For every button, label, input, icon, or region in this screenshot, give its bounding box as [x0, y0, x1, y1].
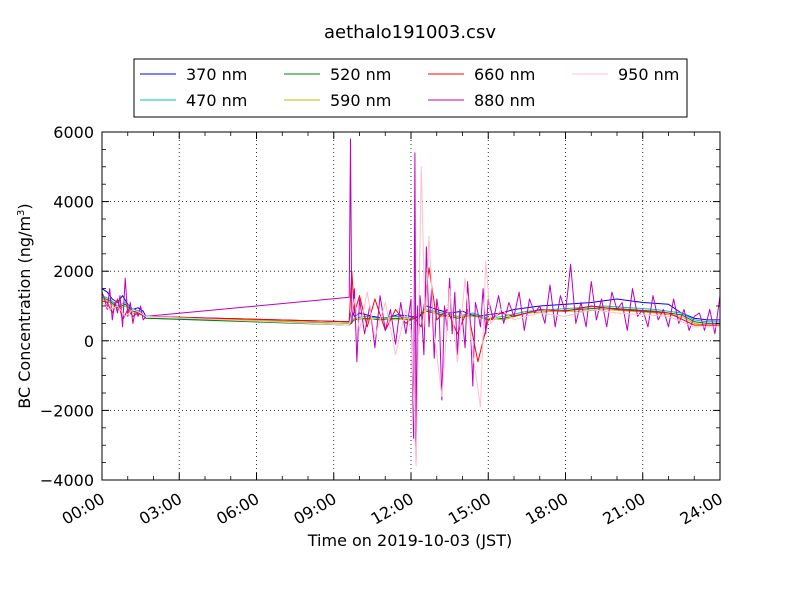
- x-tick-label: 06:00: [213, 489, 262, 529]
- x-axis-label: Time on 2019-10-03 (JST): [307, 531, 512, 550]
- legend-label-590-nm: 590 nm: [330, 91, 391, 110]
- legend-label-880-nm: 880 nm: [474, 91, 535, 110]
- y-axis-label-superscript: 3: [16, 210, 27, 216]
- plot-series: [102, 138, 720, 467]
- y-tick-label: 6000: [53, 123, 94, 142]
- x-tick-label: 09:00: [290, 489, 339, 529]
- series-line-880-nm: [102, 138, 720, 460]
- y-tick-labels: −4000 −2000 0 2000 4000 6000: [40, 123, 94, 490]
- x-tick-label: 15:00: [445, 489, 494, 529]
- y-tick-label: 0: [84, 332, 94, 351]
- y-axis-label-close: ): [15, 203, 34, 209]
- y-axis-label-base: BC Concentration (ng/m: [15, 216, 34, 409]
- axis-ticks: [101, 131, 721, 481]
- x-tick-label: 12:00: [368, 489, 417, 529]
- series-line-470-nm: [102, 295, 720, 324]
- x-tick-label: 03:00: [136, 489, 185, 529]
- x-tick-label: 18:00: [522, 489, 571, 529]
- y-tick-label: −2000: [40, 401, 94, 420]
- legend-label-470-nm: 470 nm: [186, 91, 247, 110]
- x-tick-label: 00:00: [59, 489, 108, 529]
- legend-label-950-nm: 950 nm: [618, 65, 679, 84]
- y-tick-label: −4000: [40, 471, 94, 490]
- x-tick-label: 21:00: [599, 489, 648, 529]
- y-tick-label: 4000: [53, 193, 94, 212]
- legend: 370 nm 470 nm 520 nm 590 nm 660 nm 880 nm 950 …: [133, 58, 688, 118]
- y-tick-label: 2000: [53, 262, 94, 281]
- legend-box: [133, 58, 688, 118]
- legend-label-660-nm: 660 nm: [474, 65, 535, 84]
- x-tick-label: 24:00: [677, 489, 726, 529]
- chart-title: aethalo191003.csv: [324, 22, 496, 43]
- x-tick-labels: 00:00 03:00 06:00 09:00 12:00 15:00 18:00 21:00…: [59, 489, 726, 529]
- legend-label-370-nm: 370 nm: [186, 65, 247, 84]
- legend-label-520-nm: 520 nm: [330, 65, 391, 84]
- series-line-590-nm: [102, 298, 720, 326]
- series-line-950-nm: [102, 166, 720, 467]
- y-axis-label: BC Concentration (ng/m3): [15, 203, 34, 408]
